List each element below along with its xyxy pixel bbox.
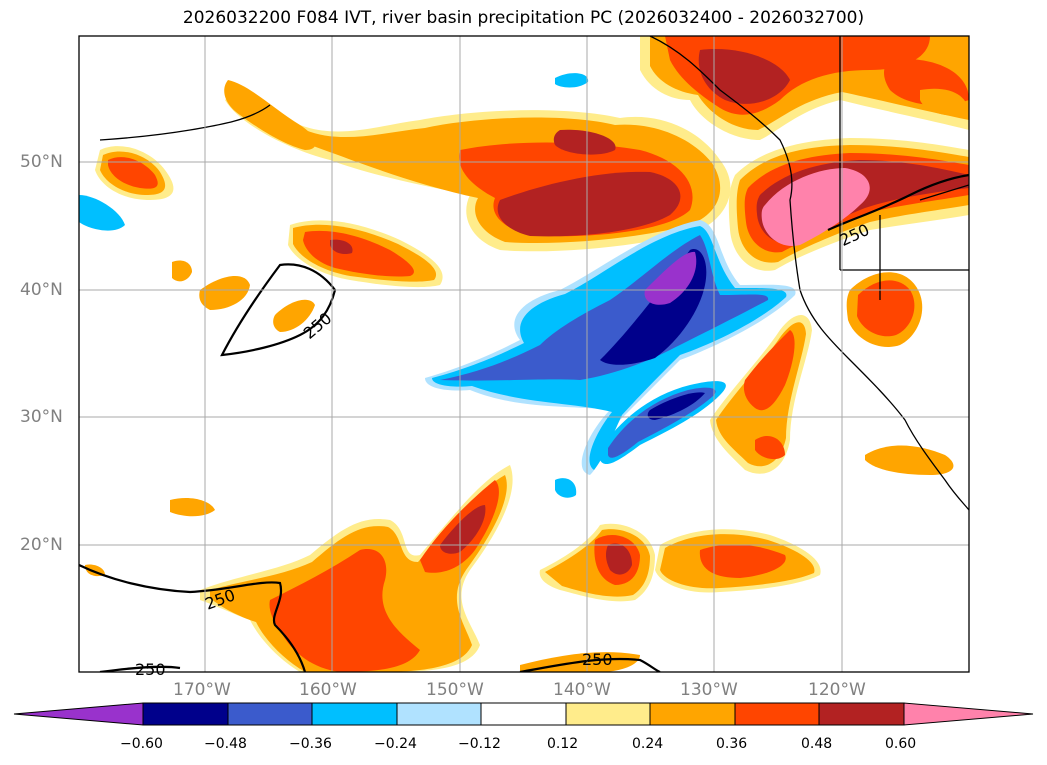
positive-anomaly-pnw (728, 138, 969, 271)
colorbar-swatch (227, 702, 313, 726)
colorbar-swatch (818, 702, 905, 726)
colorbar (13, 702, 1034, 726)
colorbar-tick: 0.12 (547, 736, 579, 752)
colorbar-tick: −0.12 (458, 736, 501, 752)
colorbar-swatch (565, 702, 651, 726)
colorbar-tick: 0.24 (632, 736, 664, 752)
colorbar-tick: −0.60 (120, 736, 163, 752)
lat-label: 50°N (20, 152, 63, 172)
positive-anomaly-north (225, 94, 731, 252)
precip-field (79, 36, 969, 672)
colorbar-swatch (142, 702, 229, 726)
ivt-contours (79, 173, 969, 672)
colorbar-tick: −0.36 (289, 736, 332, 752)
colorbar-swatch (649, 702, 736, 726)
lon-label: 170°W (173, 680, 231, 700)
colorbar-tick: 0.48 (801, 736, 833, 752)
colorbar-swatch (480, 702, 567, 726)
contour-label: 250 (582, 650, 613, 669)
lon-label: 160°W (299, 680, 357, 700)
colorbar-swatch (13, 702, 144, 726)
lat-label: 20°N (20, 535, 63, 555)
colorbar-swatch (396, 702, 482, 726)
colorbar-swatch (311, 702, 398, 726)
colorbar-swatch (903, 702, 1034, 726)
lon-label: 150°W (426, 680, 484, 700)
negative-anomaly-streak (79, 73, 796, 498)
contour-label: 250 (135, 660, 166, 679)
colorbar-tick: 0.36 (716, 736, 748, 752)
map-title: 2026032200 F084 IVT, river basin precipi… (182, 8, 865, 28)
lon-label: 140°W (553, 680, 611, 700)
positive-anomaly-california (710, 272, 954, 475)
lon-label: 120°W (808, 680, 866, 700)
colorbar-tick: −0.48 (204, 736, 247, 752)
positive-anomaly-south (85, 465, 821, 672)
colorbar-tick: −0.24 (374, 736, 417, 752)
map-frame (78, 35, 970, 673)
lat-label: 30°N (20, 407, 63, 427)
lat-label: 40°N (20, 280, 63, 300)
lon-label: 130°W (680, 680, 738, 700)
colorbar-swatch (734, 702, 820, 726)
positive-anomaly-alaska (640, 36, 969, 140)
colorbar-tick: 0.60 (885, 736, 917, 752)
gridlines (79, 36, 969, 672)
